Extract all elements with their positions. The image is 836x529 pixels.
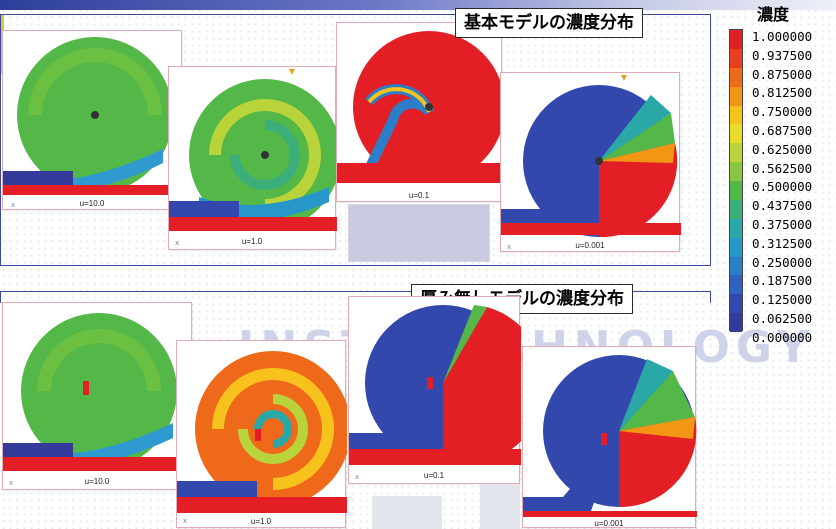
legend-color-segment xyxy=(730,162,742,181)
legend-tick-label: 0.437500 xyxy=(752,198,813,214)
legend-tick-label: 0.750000 xyxy=(752,104,813,120)
panel-top-4: u=0.001 x xyxy=(500,72,681,252)
axis-letter: x xyxy=(355,473,360,481)
decorative-shape xyxy=(480,484,520,529)
legend-color-segment xyxy=(730,275,742,295)
panel-top-1: u=10.0 x xyxy=(2,30,183,210)
panel-label: u=1.0 xyxy=(250,517,272,526)
panel-label: u=0.001 xyxy=(575,241,605,250)
marker-triangle xyxy=(289,69,295,75)
panel-label: u=1.0 xyxy=(241,237,263,246)
legend-tick-label: 0.062500 xyxy=(752,311,813,326)
legend-color-segment xyxy=(730,181,742,200)
panel-top-2: u=1.0 x xyxy=(168,66,337,250)
legend-tick-label: 0.250000 xyxy=(752,254,813,270)
panel-label: u=0.001 xyxy=(594,519,624,528)
legend-tick-label: 0.187500 xyxy=(752,273,813,289)
panel-bottom-4: u=0.001 xyxy=(522,346,697,528)
axis-letter: x xyxy=(175,239,180,247)
legend-color-segment xyxy=(730,294,742,314)
axis-letter: x xyxy=(9,479,14,487)
legend-tick-label: 0.125000 xyxy=(752,292,813,308)
legend-color-segment xyxy=(730,237,742,257)
legend-color-segment xyxy=(730,30,742,49)
legend-tick-label: 0.000000 xyxy=(752,329,813,345)
legend-color-segment xyxy=(730,143,742,163)
legend-tick-label: 0.375000 xyxy=(752,217,813,232)
legend-color-segment xyxy=(730,48,742,68)
decorative-shape xyxy=(372,496,442,529)
legend-tick-label: 0.937500 xyxy=(752,47,813,63)
legend-color-segment xyxy=(730,124,742,144)
legend-tick-label: 0.500000 xyxy=(752,179,813,195)
panel-label: u=10.0 xyxy=(84,477,110,486)
legend-tick-label: 0.812500 xyxy=(752,85,813,101)
top-group-frame xyxy=(0,14,711,266)
legend-color-segment xyxy=(730,199,742,219)
panel-bottom-2: u=1.0 x xyxy=(176,340,347,528)
axis-letter: x xyxy=(11,201,16,209)
legend-tick-label: 0.562500 xyxy=(752,160,813,176)
panel-top-3: u=0.1 xyxy=(336,22,503,202)
legend-color-segment xyxy=(730,256,742,276)
panel-label: u=0.1 xyxy=(408,191,430,200)
legend-title: 濃度 xyxy=(757,5,790,24)
panel-bottom-3: u=0.1 x xyxy=(348,296,521,484)
grey-placeholder xyxy=(348,204,490,262)
axis-letter: x xyxy=(507,243,512,251)
bottom-group-frame xyxy=(0,291,711,303)
legend-color-segment xyxy=(730,218,742,238)
panel-label: u=0.1 xyxy=(423,471,445,480)
title-basic-model: 基本モデルの濃度分布 xyxy=(455,8,643,38)
legend-color-segment xyxy=(730,313,742,332)
legend-tick-label: 0.875000 xyxy=(752,66,813,82)
header-gradient-bar xyxy=(0,0,836,10)
legend-color-segment xyxy=(730,86,742,106)
legend-color-segment xyxy=(730,67,742,87)
color-scale-bar xyxy=(729,29,743,332)
legend-tick-label: 0.625000 xyxy=(752,141,813,157)
axis-letter: x xyxy=(183,517,188,525)
panel-label: u=10.0 xyxy=(79,199,105,208)
marker-triangle xyxy=(621,75,627,81)
legend-tick-label: 0.312500 xyxy=(752,235,813,251)
legend-tick-label: 1.000000 xyxy=(752,29,813,44)
legend-color-segment xyxy=(730,105,742,125)
panel-bottom-1: u=10.0 x xyxy=(2,302,193,490)
legend-tick-label: 0.687500 xyxy=(752,123,813,138)
